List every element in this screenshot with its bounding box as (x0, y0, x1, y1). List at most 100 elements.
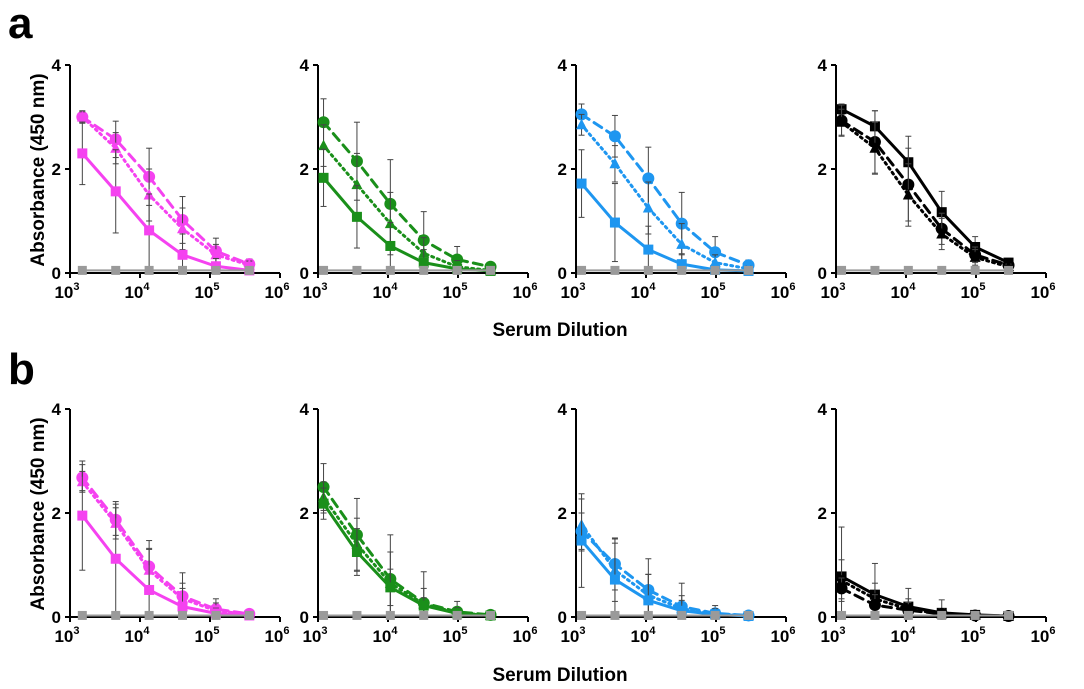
x-tick-label: 105 (960, 281, 985, 302)
data-point (419, 265, 429, 275)
data-point (178, 610, 188, 620)
x-tick-label: 105 (960, 625, 985, 646)
data-point (210, 248, 222, 260)
y-tick-label: 0 (818, 608, 827, 627)
chart-a-black: 0 2 4 103 104 105 106 (818, 56, 1056, 302)
data-point (643, 265, 653, 275)
data-point (576, 535, 587, 546)
series-circle-dashed (575, 103, 755, 272)
y-tick-label: 4 (300, 400, 310, 419)
series-triangle-dotted (576, 113, 755, 274)
data-point (608, 130, 621, 143)
y-tick-label: 4 (52, 56, 62, 75)
chart-b-black: 0 2 4 103 104 105 106 (818, 400, 1056, 646)
series-line (580, 123, 751, 271)
y-tick-label: 4 (818, 400, 828, 419)
data-point (870, 610, 880, 620)
data-point (744, 610, 754, 620)
data-point (144, 584, 155, 595)
data-point (144, 610, 154, 620)
data-point (610, 610, 620, 620)
data-point (144, 265, 154, 275)
series-square-solid (318, 487, 496, 621)
series-triangle-dotted (836, 559, 1015, 621)
data-point (385, 610, 395, 620)
x-axis-title-a: Serum Dilution (492, 320, 627, 341)
data-point (385, 582, 396, 593)
data-point (1004, 610, 1014, 620)
data-point (418, 600, 429, 611)
data-point (869, 142, 881, 153)
series-control (837, 610, 1014, 620)
series-line (80, 115, 251, 267)
data-point (643, 610, 653, 620)
x-tick-label: 103 (560, 281, 585, 302)
data-point (676, 605, 687, 616)
data-point (903, 265, 913, 275)
y-tick-label: 0 (52, 264, 61, 283)
y-tick-label: 0 (300, 264, 309, 283)
x-tick-label: 104 (372, 281, 398, 302)
series-line (322, 176, 493, 273)
x-tick-label: 106 (264, 281, 289, 302)
data-point (970, 610, 980, 620)
series-triangle-dotted (76, 111, 255, 270)
y-tick-label: 2 (558, 504, 567, 523)
x-tick-label: 104 (630, 281, 656, 302)
x-tick-label: 104 (372, 625, 398, 646)
series-control (577, 265, 754, 275)
series-line (580, 112, 751, 267)
x-tick-label: 103 (302, 625, 327, 646)
data-point (351, 547, 362, 557)
series-circle-dashed (317, 98, 497, 273)
panel-letter-b: b (8, 345, 35, 394)
chart-b-blue: 0 2 4 103 104 105 106 (558, 400, 796, 646)
y-tick-label: 2 (818, 504, 827, 523)
y-tick-label: 4 (52, 400, 62, 419)
data-point (710, 265, 720, 275)
x-tick-label: 105 (700, 625, 725, 646)
data-point (969, 251, 981, 262)
data-point (77, 510, 88, 521)
series-line (840, 120, 1011, 269)
data-point (677, 265, 687, 275)
data-point (351, 178, 363, 190)
chart-a-blue: 0 2 4 103 104 105 106 (558, 56, 796, 302)
series-square-solid (576, 149, 754, 276)
series-line (80, 514, 251, 617)
series-line (580, 539, 751, 618)
data-point (318, 139, 330, 151)
data-point (352, 610, 362, 620)
y-tick-label: 4 (558, 56, 568, 75)
data-point (902, 189, 914, 200)
data-point (385, 240, 396, 251)
data-point (111, 610, 121, 620)
y-tick-label: 0 (300, 608, 309, 627)
plots-layer: 0 2 4 103 104 105 106 0 2 4 103 104 105 106 0 2 4 103 104 1… (52, 56, 1056, 646)
series-control (77, 610, 254, 620)
data-point (177, 601, 188, 612)
data-point (1004, 265, 1014, 275)
series-circle-dashed (76, 110, 256, 271)
y-tick-label: 2 (52, 160, 61, 179)
y-tick-label: 0 (558, 608, 567, 627)
data-point (870, 265, 880, 275)
x-tick-label: 104 (630, 625, 656, 646)
y-tick-label: 2 (52, 504, 61, 523)
data-point (486, 610, 496, 620)
x-tick-label: 105 (194, 281, 219, 302)
data-point (244, 610, 254, 620)
data-point (837, 610, 847, 620)
data-point (486, 265, 496, 275)
y-tick-label: 4 (558, 400, 568, 419)
data-point (709, 256, 721, 268)
series-line (80, 480, 251, 616)
data-point (837, 265, 847, 275)
data-point (351, 211, 362, 222)
data-point (677, 610, 687, 620)
data-point (319, 265, 329, 275)
x-tick-label: 103 (820, 281, 845, 302)
series-line (322, 120, 493, 269)
series-control (319, 610, 496, 620)
x-tick-label: 104 (124, 625, 150, 646)
